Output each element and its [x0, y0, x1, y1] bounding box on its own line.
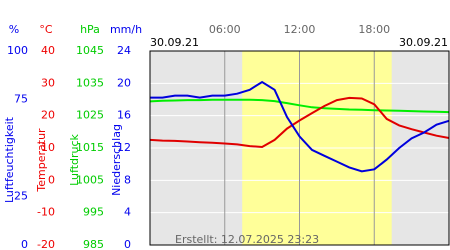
y-tick-label: 1005: [76, 173, 104, 186]
data-line: [149, 96, 450, 149]
axis-unit: %: [9, 23, 19, 36]
y-tick-label: 40: [41, 44, 55, 57]
y-tick-label: 8: [124, 173, 131, 186]
y-tick-label: 0: [21, 238, 28, 250]
plot-border: [149, 50, 450, 246]
axis-unit: mm/h: [110, 23, 142, 36]
y-tick-label: 985: [83, 238, 104, 250]
y-tick-label: 1025: [76, 109, 104, 122]
y-tick-label: 100: [7, 44, 28, 57]
y-tick-label: 10: [41, 141, 55, 154]
y-tick-label: 0: [124, 238, 131, 250]
date-right: 30.09.21: [399, 36, 448, 49]
data-line: [150, 80, 450, 173]
x-tick-label: 12:00: [284, 23, 316, 36]
y-tick-label: 24: [117, 44, 131, 57]
y-tick-label: -10: [37, 206, 55, 219]
y-tick-label: -20: [37, 238, 55, 250]
data-line: [149, 98, 450, 114]
y-tick-label: 1045: [76, 44, 104, 57]
y-tick-label: 1015: [76, 141, 104, 154]
y-tick-label: 30: [41, 76, 55, 89]
y-tick-label: 12: [117, 141, 131, 154]
axis-label: Temperatur: [35, 128, 48, 193]
axis-unit: °C: [39, 23, 53, 36]
y-tick-label: 995: [83, 206, 104, 219]
y-tick-label: 25: [14, 190, 28, 203]
axis-label: Luftfeuchtigkeit: [3, 116, 16, 203]
y-tick-label: 0: [48, 173, 55, 186]
x-tick-label: 06:00: [209, 23, 241, 36]
y-tick-label: 4: [124, 206, 131, 219]
axis-label: Luftdruck: [68, 133, 81, 185]
y-tick-label: 1035: [76, 76, 104, 89]
axis-label: Niederschlag: [110, 124, 123, 196]
y-tick-label: 20: [41, 109, 55, 122]
axis-unit: hPa: [80, 23, 100, 36]
y-tick-label: 75: [14, 93, 28, 106]
y-tick-label: 16: [117, 109, 131, 122]
x-tick-label: 18:00: [358, 23, 390, 36]
y-tick-label: 20: [117, 76, 131, 89]
footer: Erstellt: 12.07.2025 23:23: [175, 233, 319, 246]
date-left: 30.09.21: [150, 36, 199, 49]
